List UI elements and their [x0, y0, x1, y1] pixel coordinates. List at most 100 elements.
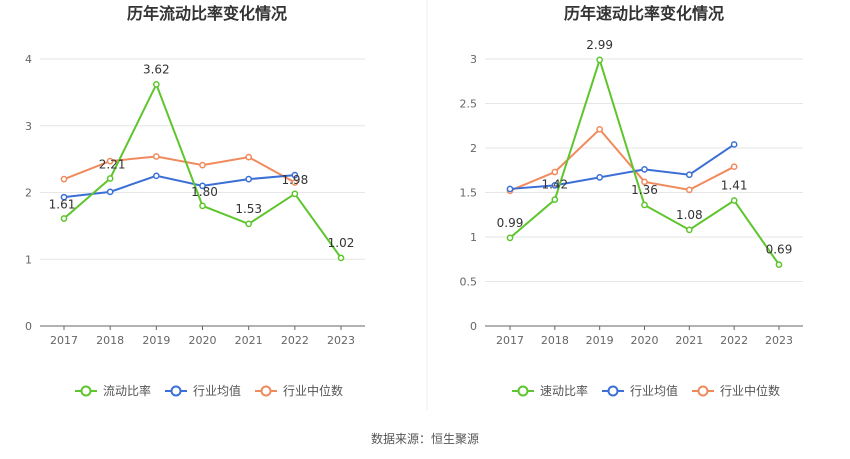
data-point [152, 81, 160, 88]
series-line [63, 155, 296, 184]
legend-marker [607, 385, 619, 397]
legend-item[interactable]: 行业均值 [193, 383, 241, 398]
data-point [60, 175, 68, 183]
data-label: 1.98 [281, 173, 308, 187]
current-ratio-chart: 历年流动比率变化情况 0 1 2 3 4 2017 2018 2019 2020 2021 2022… [25, 4, 365, 398]
data-label: 1.53 [235, 202, 262, 216]
data-label: 2.99 [586, 38, 613, 52]
x-tick-label: 2021 [675, 334, 703, 347]
data-point [551, 168, 559, 176]
data-point [596, 125, 604, 133]
y-tick-label: 3 [25, 120, 32, 133]
data-point [245, 175, 253, 183]
data-label: 3.62 [143, 62, 170, 76]
x-tick-label: 2020 [189, 334, 217, 347]
data-label: 1.36 [631, 183, 658, 197]
chart-title: 历年流动比率变化情况 [127, 4, 287, 23]
data-point [730, 141, 738, 148]
y-tick-label: 4 [25, 53, 32, 66]
data-point [641, 178, 648, 186]
data-point [551, 182, 559, 189]
data-point [152, 153, 160, 160]
data-point [245, 220, 253, 228]
series-line [509, 56, 780, 266]
legend-marker [260, 385, 272, 397]
data-point [60, 215, 68, 222]
data-label: 1.61 [49, 198, 76, 212]
data-point [641, 201, 648, 209]
y-tick-label: 0.5 [460, 276, 478, 289]
data-point [152, 172, 160, 180]
data-label: 1.80 [191, 185, 218, 199]
legend-marker [517, 385, 529, 397]
data-source: 数据来源：恒生聚源 [371, 431, 479, 446]
legend-marker [697, 385, 709, 397]
data-point [199, 161, 206, 169]
data-point [291, 179, 299, 186]
y-tick-label: 2 [470, 142, 477, 155]
data-point [596, 56, 604, 64]
x-tick-label: 2017 [496, 334, 524, 347]
data-point [506, 234, 514, 242]
x-tick-label: 2022 [720, 334, 748, 347]
data-point [337, 254, 345, 262]
x-tick-label: 2020 [630, 334, 658, 347]
data-label: 1.41 [721, 179, 748, 193]
quick-ratio-chart: 历年速动比率变化情况 0 0.5 1 1.5 2 2.5 3 2017 2018 2019 2020… [460, 4, 803, 398]
data-point [245, 153, 253, 161]
y-tick-label: 3 [470, 53, 477, 66]
x-tick-label: 2019 [586, 334, 614, 347]
data-point [199, 202, 206, 210]
data-point [685, 186, 693, 194]
data-point [106, 188, 114, 196]
x-tick-label: 2019 [142, 334, 170, 347]
x-tick-label: 2023 [327, 334, 355, 347]
y-tick-label: 2 [25, 187, 32, 200]
legend-item[interactable]: 行业中位数 [283, 383, 343, 398]
data-point [685, 226, 693, 234]
data-point [730, 163, 738, 171]
data-label: 1.08 [676, 208, 703, 222]
data-point [106, 157, 114, 165]
series-line [509, 127, 735, 192]
x-tick-label: 2018 [96, 334, 124, 347]
y-tick-label: 1 [25, 253, 32, 266]
data-label: 1.02 [328, 236, 355, 250]
data-point [291, 190, 299, 198]
chart-title: 历年速动比率变化情况 [564, 4, 724, 23]
x-tick-label: 2021 [235, 334, 263, 347]
data-label: 1.42 [541, 178, 568, 192]
legend-marker [170, 385, 182, 397]
legend-item[interactable]: 速动比率 [540, 383, 588, 398]
data-label: 2.21 [99, 157, 126, 171]
data-point [106, 175, 114, 182]
x-tick-label: 2017 [50, 334, 78, 347]
data-point [551, 196, 559, 203]
data-label: 0.99 [497, 216, 524, 230]
y-tick-label: 1.5 [460, 187, 478, 200]
x-tick-label: 2023 [765, 334, 793, 347]
series-line [63, 174, 295, 199]
data-label: 0.69 [766, 243, 793, 257]
data-point [775, 261, 783, 268]
series-line [509, 143, 735, 190]
y-tick-label: 0 [470, 320, 477, 333]
data-point [199, 182, 206, 190]
x-tick-label: 2018 [541, 334, 569, 347]
data-point [291, 171, 299, 179]
data-point [60, 193, 68, 201]
legend-item[interactable]: 行业中位数 [720, 383, 780, 398]
legend-item[interactable]: 流动比率 [103, 383, 151, 398]
x-tick-label: 2022 [281, 334, 309, 347]
data-point [685, 171, 693, 179]
y-tick-label: 1 [470, 231, 477, 244]
legend-item[interactable]: 行业均值 [630, 383, 678, 398]
data-point [641, 166, 648, 173]
data-point [596, 174, 604, 181]
y-tick-label: 0 [25, 320, 32, 333]
data-point [730, 197, 738, 204]
y-tick-label: 2.5 [460, 98, 478, 111]
legend-marker [80, 385, 92, 397]
data-point [506, 185, 514, 193]
